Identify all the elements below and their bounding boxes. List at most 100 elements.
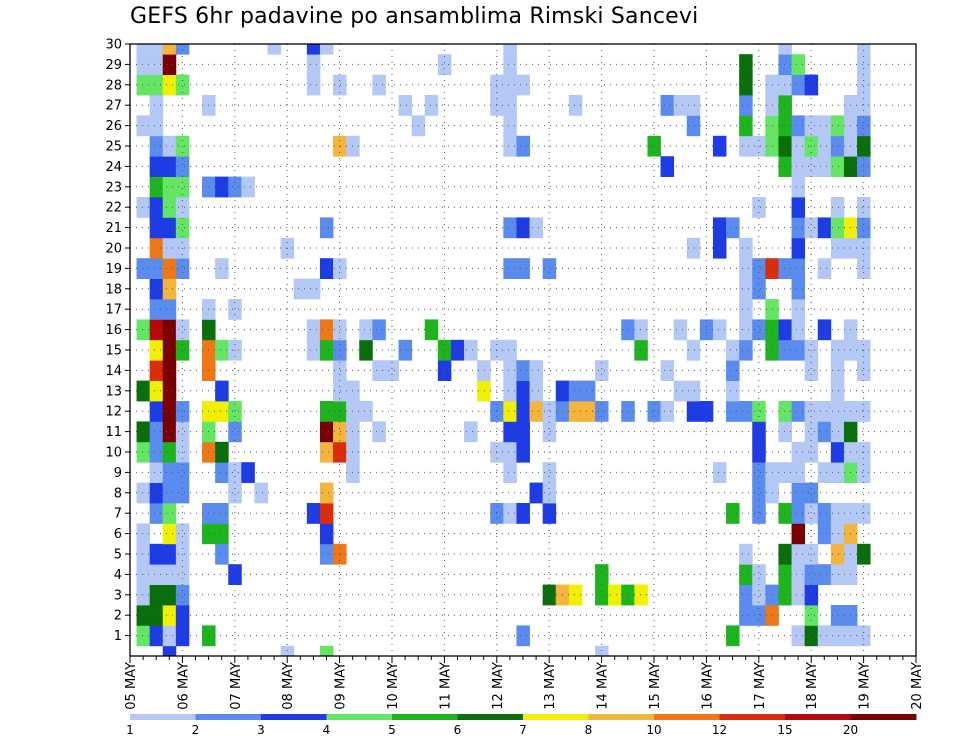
heatmap-cell	[791, 441, 806, 463]
heatmap-cell	[136, 74, 151, 96]
heatmap-cell	[791, 54, 806, 75]
heatmap-cell	[739, 135, 753, 157]
heatmap-cell	[778, 584, 792, 606]
heatmap-cell	[306, 54, 321, 75]
heatmap-cell	[136, 197, 151, 218]
heatmap-cell	[739, 584, 753, 606]
heatmap-cell	[149, 482, 164, 504]
heatmap-cell	[817, 401, 832, 422]
heatmap-cell	[228, 421, 242, 443]
colorbar-label: 4	[323, 723, 331, 737]
y-tick-label: 11	[105, 425, 122, 440]
heatmap-cell	[437, 360, 452, 381]
heatmap-cell	[686, 380, 701, 402]
heatmap-cell	[136, 421, 151, 443]
heatmap-cell	[136, 584, 151, 606]
heatmap-cell	[791, 462, 806, 483]
x-tick-label: 07 MAY	[229, 662, 244, 710]
heatmap-cell	[673, 380, 688, 402]
x-tick-label: 19 MAY	[858, 662, 873, 710]
heatmap-cell	[477, 360, 491, 381]
heatmap-cell	[830, 401, 845, 422]
heatmap-cell	[162, 156, 177, 177]
heatmap-cell	[830, 503, 845, 524]
heatmap-cell	[359, 319, 373, 341]
heatmap-cell	[372, 421, 386, 443]
heatmap-cell	[503, 44, 517, 55]
heatmap-cell	[542, 401, 557, 422]
heatmap-cell	[254, 482, 268, 504]
heatmap-cell	[830, 564, 845, 585]
y-tick-label: 3	[114, 588, 122, 603]
heatmap-cell	[726, 503, 740, 524]
heatmap-cell	[162, 319, 177, 341]
heatmap-cell	[817, 564, 832, 585]
heatmap-cell	[136, 625, 151, 647]
heatmap-cell	[568, 401, 583, 422]
heatmap-cell	[857, 74, 871, 96]
heatmap-cell	[791, 156, 806, 177]
heatmap-cell	[712, 237, 727, 259]
y-tick-label: 19	[105, 262, 122, 277]
heatmap-cell	[149, 176, 164, 198]
heatmap-cell	[149, 380, 164, 402]
heatmap-cell	[857, 401, 871, 422]
heatmap-cell	[595, 360, 609, 381]
heatmap-cell	[542, 421, 557, 443]
heatmap-cell	[778, 319, 792, 341]
y-tick-label: 14	[105, 364, 122, 379]
y-tick-label: 2	[114, 609, 122, 624]
x-tick-label: 05 MAY	[124, 662, 139, 710]
heatmap-cell	[817, 319, 832, 341]
heatmap-cell	[712, 462, 727, 483]
heatmap-cell	[503, 54, 517, 75]
heatmap-cell	[319, 44, 334, 55]
heatmap-cell	[726, 625, 740, 647]
heatmap-cell	[817, 625, 832, 647]
heatmap-cell	[857, 95, 871, 116]
heatmap-cell	[162, 564, 177, 585]
y-tick-label: 26	[105, 119, 122, 134]
colorbar-segment	[261, 714, 327, 720]
colorbar-segment	[523, 714, 589, 720]
heatmap-cell	[712, 135, 727, 157]
heatmap-cell	[830, 625, 845, 647]
heatmap-cell	[804, 625, 819, 647]
heatmap-cell	[857, 197, 871, 218]
heatmap-cell	[162, 44, 177, 55]
heatmap-cell	[136, 258, 151, 279]
heatmap-cell	[162, 74, 177, 96]
heatmap-cell	[503, 339, 517, 361]
heatmap-cell	[817, 217, 832, 239]
heatmap-cell	[595, 401, 609, 422]
y-tick-label: 20	[105, 242, 122, 257]
heatmap-cell	[739, 278, 753, 300]
heatmap-cell	[503, 401, 517, 422]
heatmap-cell	[791, 482, 806, 504]
heatmap-cell	[215, 462, 229, 483]
heatmap-cell	[542, 482, 557, 504]
heatmap-cell	[857, 360, 871, 381]
heatmap-cell	[660, 95, 675, 116]
heatmap-cell	[162, 482, 177, 504]
heatmap-cell	[830, 237, 845, 259]
heatmap-cell	[817, 258, 832, 279]
heatmap-cell	[175, 258, 190, 279]
heatmap-cell	[830, 605, 845, 626]
heatmap-cell	[241, 462, 255, 483]
heatmap-cell	[778, 156, 792, 177]
heatmap-cell	[778, 258, 792, 279]
heatmap-cell	[175, 625, 190, 647]
heatmap-cell	[175, 197, 190, 218]
y-tick-label: 9	[114, 466, 122, 481]
heatmap-cell	[791, 217, 806, 239]
heatmap-cell	[175, 482, 190, 504]
colorbar-segment	[719, 714, 786, 720]
heatmap-cell	[228, 564, 242, 585]
heatmap-cell	[306, 278, 321, 300]
heatmap-cell	[778, 543, 792, 565]
heatmap-cell	[791, 503, 806, 524]
heatmap-cell	[149, 360, 164, 381]
heatmap-cell	[529, 380, 544, 402]
y-tick-label: 24	[105, 160, 122, 175]
